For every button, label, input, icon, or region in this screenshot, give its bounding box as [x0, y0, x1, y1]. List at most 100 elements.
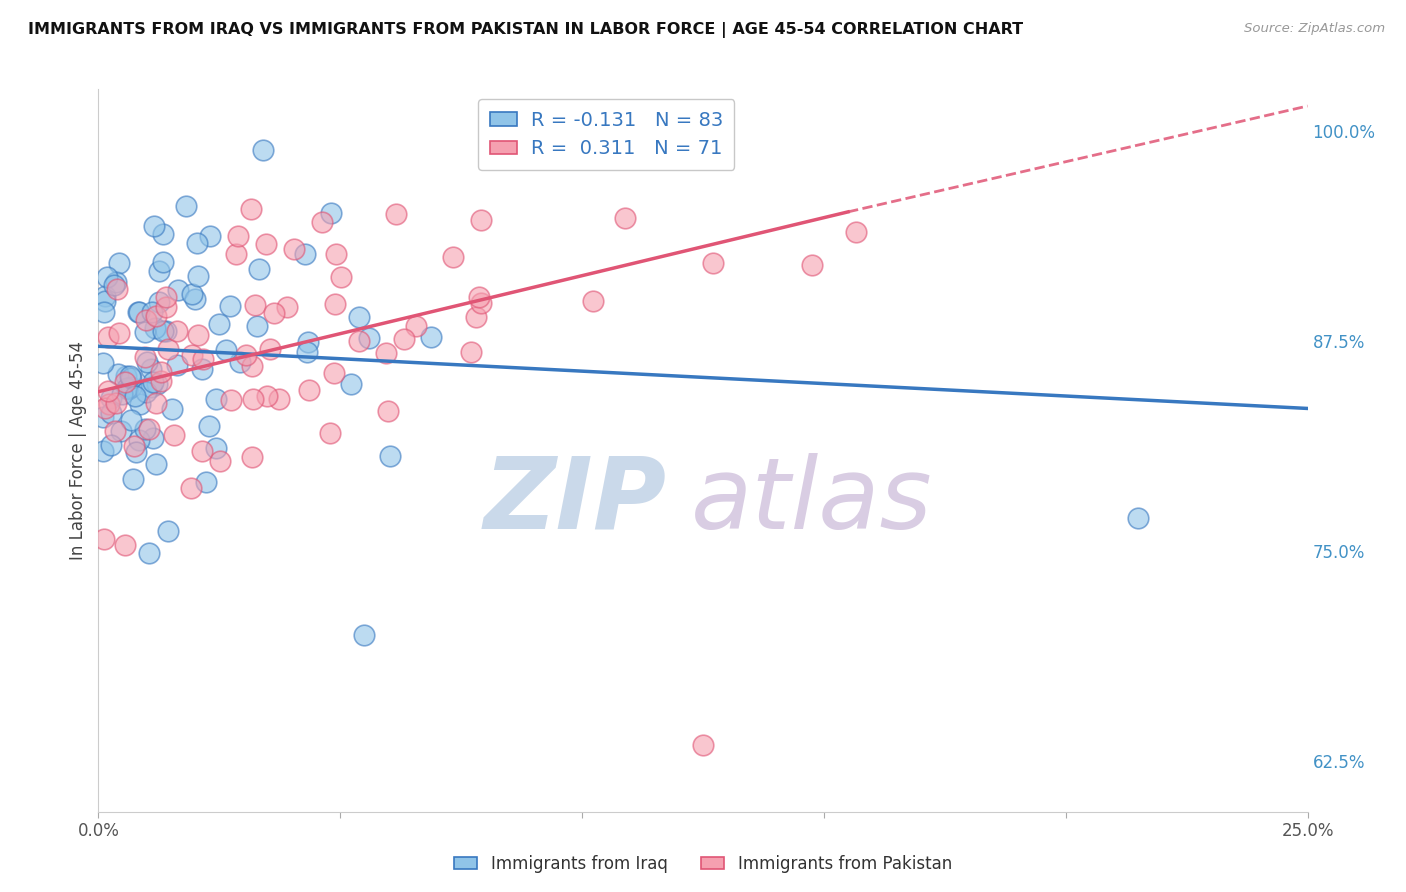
Point: [325, 246, 347, 260]
Point: [340, 376, 363, 391]
Point: [219, 299, 242, 313]
Point: [117, 382, 139, 396]
Point: [97, 384, 120, 398]
Point: [470, 296, 492, 310]
Point: [143, 321, 166, 335]
Point: [200, 229, 222, 244]
Point: [152, 325, 174, 339]
Point: [226, 229, 249, 244]
Point: [141, 305, 163, 319]
Point: [246, 318, 269, 333]
Point: [219, 392, 242, 407]
Legend: R = -0.131   N = 83, R =  0.311   N = 71: R = -0.131 N = 83, R = 0.311 N = 71: [478, 99, 734, 170]
Point: [142, 431, 165, 445]
Point: [91, 410, 114, 425]
Point: [692, 738, 714, 752]
Point: [187, 327, 209, 342]
Point: [120, 380, 142, 394]
Point: [186, 235, 208, 250]
Point: [269, 392, 291, 406]
Point: [374, 346, 396, 360]
Point: [91, 444, 114, 458]
Point: [108, 326, 131, 340]
Point: [94, 288, 117, 302]
Point: [321, 206, 343, 220]
Point: [323, 366, 346, 380]
Point: [329, 270, 352, 285]
Point: [152, 227, 174, 241]
Point: [263, 306, 285, 320]
Text: IMMIGRANTS FROM IRAQ VS IMMIGRANTS FROM PAKISTAN IN LABOR FORCE | AGE 45-54 CORR: IMMIGRANTS FROM IRAQ VS IMMIGRANTS FROM …: [28, 22, 1024, 38]
Point: [114, 538, 136, 552]
Point: [205, 441, 228, 455]
Point: [166, 324, 188, 338]
Point: [110, 424, 132, 438]
Point: [215, 343, 238, 357]
Point: [377, 403, 399, 417]
Point: [276, 300, 298, 314]
Point: [297, 334, 319, 349]
Point: [311, 215, 333, 229]
Point: [120, 371, 142, 385]
Point: [195, 475, 218, 490]
Point: [134, 350, 156, 364]
Point: [107, 367, 129, 381]
Point: [135, 384, 157, 399]
Point: [103, 278, 125, 293]
Point: [294, 247, 316, 261]
Point: [122, 438, 145, 452]
Point: [239, 202, 262, 217]
Point: [149, 374, 172, 388]
Point: [392, 332, 415, 346]
Point: [191, 443, 214, 458]
Point: [167, 283, 190, 297]
Point: [97, 329, 120, 343]
Point: [162, 401, 184, 416]
Point: [108, 256, 131, 270]
Point: [93, 305, 115, 319]
Point: [193, 351, 215, 366]
Point: [702, 256, 724, 270]
Point: [129, 397, 152, 411]
Point: [96, 269, 118, 284]
Point: [198, 419, 221, 434]
Point: [94, 293, 117, 308]
Point: [148, 263, 170, 277]
Point: [380, 449, 402, 463]
Point: [419, 329, 441, 343]
Point: [349, 310, 371, 324]
Point: [242, 392, 264, 406]
Point: [152, 255, 174, 269]
Legend: Immigrants from Iraq, Immigrants from Pakistan: Immigrants from Iraq, Immigrants from Pa…: [447, 848, 959, 880]
Point: [163, 427, 186, 442]
Point: [134, 422, 156, 436]
Point: [187, 269, 209, 284]
Point: [209, 454, 232, 468]
Point: [1128, 510, 1150, 524]
Point: [235, 348, 257, 362]
Point: [138, 422, 160, 436]
Point: [155, 290, 177, 304]
Point: [460, 344, 482, 359]
Point: [155, 324, 177, 338]
Point: [359, 331, 381, 345]
Point: [208, 317, 231, 331]
Point: [139, 362, 162, 376]
Point: [145, 309, 167, 323]
Point: [115, 381, 138, 395]
Point: [325, 297, 347, 311]
Point: [114, 369, 136, 384]
Point: [384, 207, 406, 221]
Point: [243, 298, 266, 312]
Point: [125, 444, 148, 458]
Point: [240, 359, 263, 373]
Point: [104, 425, 127, 439]
Point: [105, 396, 128, 410]
Point: [145, 396, 167, 410]
Point: [143, 219, 166, 233]
Point: [118, 369, 141, 384]
Text: atlas: atlas: [690, 452, 932, 549]
Point: [135, 313, 157, 327]
Point: [229, 355, 252, 369]
Point: [138, 545, 160, 559]
